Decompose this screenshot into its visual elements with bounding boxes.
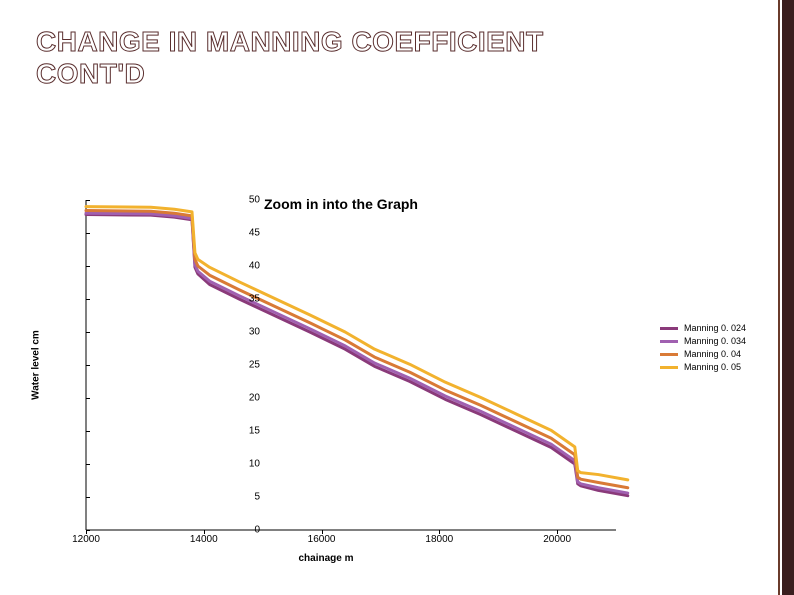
y-tick-label: 5 [220, 492, 260, 503]
legend-item: Manning 0. 024 [660, 323, 746, 333]
chart: Water level cm Zoom in into the Graph ch… [36, 200, 746, 560]
x-tick-mark [204, 530, 205, 534]
y-tick-mark [86, 233, 90, 234]
right-stripe [778, 0, 794, 595]
y-tick-mark [86, 299, 90, 300]
legend-label: Manning 0. 05 [684, 362, 741, 372]
legend-swatch [660, 366, 678, 369]
legend-item: Manning 0. 05 [660, 362, 746, 372]
zoom-label: Zoom in into the Graph [264, 196, 418, 212]
y-tick-mark [86, 200, 90, 201]
y-tick-mark [86, 266, 90, 267]
plot-area [86, 200, 616, 530]
y-tick-label: 30 [220, 327, 260, 338]
title-line2: CONT'D [36, 58, 145, 89]
y-tick-label: 45 [220, 228, 260, 239]
slide: { "title_line1": "CHANGE IN MANNING COEF… [0, 0, 794, 595]
legend-item: Manning 0. 04 [660, 349, 746, 359]
legend-swatch [660, 353, 678, 356]
legend-swatch [660, 340, 678, 343]
legend: Manning 0. 024 Manning 0. 034 Manning 0. 0… [660, 320, 746, 375]
legend-item: Manning 0. 034 [660, 336, 746, 346]
y-tick-mark [86, 398, 90, 399]
slide-title: CHANGE IN MANNING COEFFICIENT CONT'D [36, 26, 544, 90]
x-axis-label: chainage m [36, 553, 616, 564]
series-line [86, 213, 628, 493]
y-tick-label: 0 [220, 525, 260, 536]
y-tick-label: 15 [220, 426, 260, 437]
y-tick-mark [86, 464, 90, 465]
legend-swatch [660, 327, 678, 330]
x-tick-label: 14000 [190, 534, 218, 545]
x-tick-label: 18000 [425, 534, 453, 545]
y-tick-mark [86, 431, 90, 432]
x-tick-label: 16000 [308, 534, 336, 545]
y-axis-label: Water level cm [31, 330, 42, 400]
x-tick-label: 12000 [72, 534, 100, 545]
y-tick-label: 50 [220, 195, 260, 206]
y-tick-mark [86, 365, 90, 366]
y-tick-label: 20 [220, 393, 260, 404]
stripe-thin [778, 0, 780, 595]
stripe-dark [782, 0, 794, 595]
series-line [86, 215, 628, 496]
title-line1: CHANGE IN MANNING COEFFICIENT [36, 26, 544, 57]
y-tick-label: 40 [220, 261, 260, 272]
x-tick-mark [86, 530, 87, 534]
y-tick-label: 10 [220, 459, 260, 470]
y-tick-mark [86, 332, 90, 333]
x-tick-mark [557, 530, 558, 534]
chart-lines [86, 200, 616, 530]
x-tick-mark [439, 530, 440, 534]
x-tick-mark [322, 530, 323, 534]
series-line [86, 207, 628, 480]
y-tick-label: 35 [220, 294, 260, 305]
legend-label: Manning 0. 034 [684, 336, 746, 346]
x-tick-label: 20000 [543, 534, 571, 545]
legend-label: Manning 0. 024 [684, 323, 746, 333]
legend-label: Manning 0. 04 [684, 349, 741, 359]
y-tick-mark [86, 497, 90, 498]
y-tick-label: 25 [220, 360, 260, 371]
